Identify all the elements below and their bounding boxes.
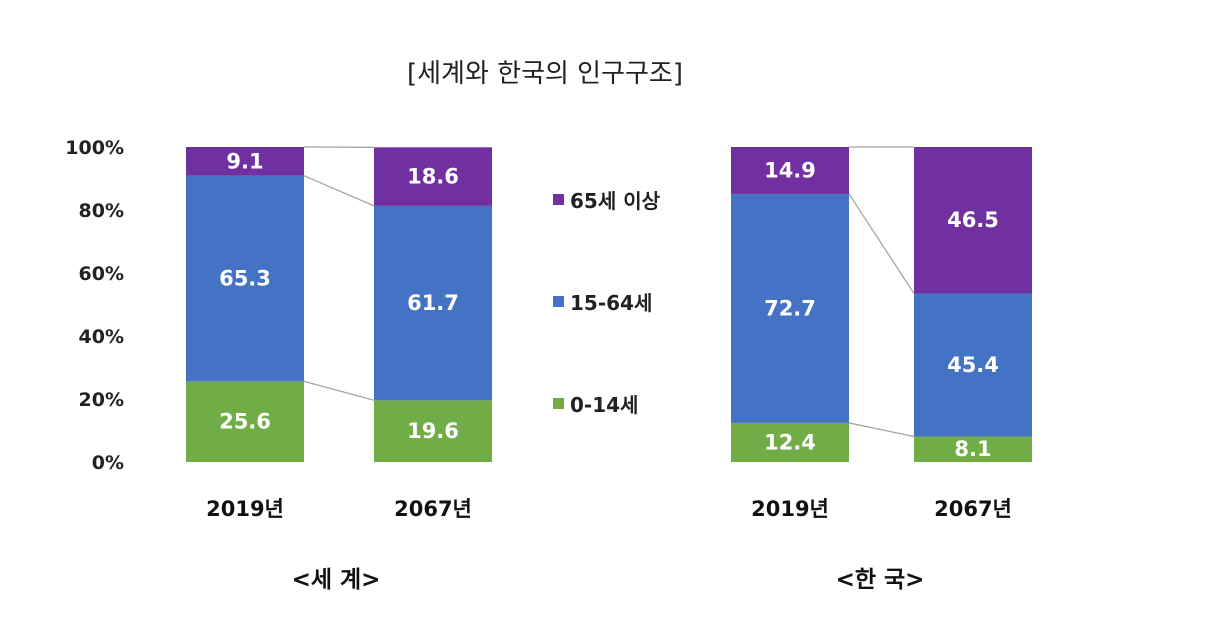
legend-entry: 0-14세 [570,393,638,417]
series-line [303,175,375,207]
stacked-bars [186,147,1032,462]
y-tick-label: 0% [92,452,124,474]
legend-swatch [553,194,564,205]
data-label: 65.3 [219,267,271,291]
y-tick-label: 40% [79,326,124,348]
series-connector-lines [303,146,915,438]
bar-segment [374,147,492,206]
category-label: 2019년 [206,497,284,521]
y-tick-label: 100% [65,137,124,159]
legend-swatch [553,398,564,409]
y-tick-label: 60% [79,263,124,285]
y-tick-label: 20% [79,389,124,411]
legend-entry: 65세 이상 [570,189,661,213]
bar-segment [914,147,1032,294]
bar-segment [186,381,304,462]
panel-labels: <세 계> <한 국> [292,567,925,593]
bar-segment [374,400,492,462]
bar-segment [914,436,1032,462]
category-labels: 2019년 2067년 2019년 2067년 [206,497,1012,521]
legend-entry: 15-64세 [570,291,652,315]
y-tick-label: 80% [79,200,124,222]
bar-segment [186,147,304,176]
data-label: 46.5 [947,208,999,232]
data-label: 9.1 [226,149,263,173]
legend: 0-14세 15-64세 65세 이상 [553,189,661,417]
bar-segment [914,293,1032,437]
data-label: 72.7 [764,296,816,320]
data-labels: 25.6 65.3 9.1 19.6 61.7 18.6 12.4 72.7 14.9 8.1 45… [219,149,999,461]
data-label: 61.7 [407,291,459,315]
data-label: 19.6 [407,419,459,443]
bar-segment [731,193,849,423]
data-label: 25.6 [219,410,271,434]
data-label: 8.1 [954,437,991,461]
data-label: 12.4 [764,430,816,454]
category-label: 2067년 [934,497,1012,521]
y-axis: 0% 20% 40% 60% 80% 100% [65,137,124,474]
chart-title: [세계와 한국의 인구구조] [407,59,683,89]
bar-segment [731,422,849,462]
series-line [848,193,915,294]
category-label: 2019년 [751,497,829,521]
data-label: 18.6 [407,165,459,189]
bar-segment [374,205,492,401]
panel-label: <세 계> [292,567,381,593]
series-line [303,380,375,401]
bar-segment [731,147,849,194]
data-label: 45.4 [947,353,999,377]
panel-label: <한 국> [836,567,925,593]
bar-segment [186,175,304,382]
category-label: 2067년 [394,497,472,521]
data-label: 14.9 [764,158,816,182]
legend-swatch [553,296,564,307]
series-line [848,422,915,438]
